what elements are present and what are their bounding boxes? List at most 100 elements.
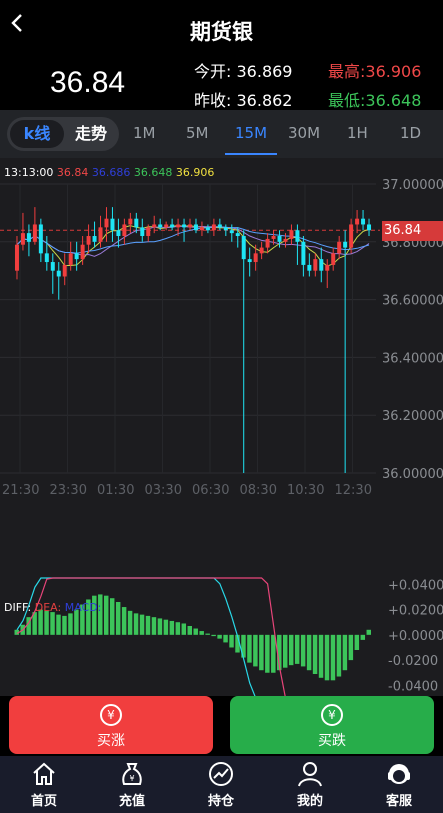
legend-diff: DIFF: [4,601,32,614]
macd-bar [133,613,139,635]
macd-bar [336,634,342,677]
candle-body [283,238,288,242]
macd-bar [342,634,348,671]
macd-bar [229,634,234,648]
nav-mine[interactable]: 我的 [266,756,354,813]
candle-body [56,270,61,277]
tab-trend[interactable]: 走势 [74,124,107,143]
candle-body [134,218,139,228]
info-time: 13:13:00 [4,166,54,179]
candle-body [241,236,246,260]
legend-dea: DEA: [34,601,62,614]
price-tick-label: 36.60000 [382,294,443,309]
macd-bar [62,615,67,635]
price-tick-label: 36.40000 [382,351,443,366]
macd-bar [139,614,145,635]
stat-prev-close: 昨收: 36.862 [194,91,293,110]
candle-body [32,224,37,242]
ma5-line [16,225,370,267]
time-tick-label: 06:30 [192,483,229,498]
time-tick-label: 23:30 [50,483,87,498]
macd-bar [330,634,336,681]
candle-body [26,233,31,242]
buy-up-label: 买涨 [97,733,125,749]
nav-home[interactable]: 首页 [0,756,88,813]
macd-bar [241,634,246,658]
period-5m[interactable]: 5M [186,124,209,142]
ma20-line [16,226,370,254]
tab-kline[interactable]: k线 [10,120,64,148]
candle-body [74,253,79,260]
macd-bar [193,628,198,635]
yen-coin-up-icon: ¥ [100,704,122,726]
macd-bar [145,615,151,635]
candle-body [319,259,324,271]
buy-down-button[interactable]: ¥ 买跌 [230,696,434,754]
candle-body [110,218,115,231]
buy-up-button[interactable]: ¥ 买涨 [9,696,213,754]
nav-positions[interactable]: 持仓 [177,756,265,813]
legend-macd: MACD: [64,601,102,614]
period-1h[interactable]: 1H [347,124,368,142]
candle-body [307,264,312,271]
kline-chart: 37.0000036.8000036.6000036.4000036.20000… [0,178,443,696]
nav-recharge[interactable]: ¥ 充值 [88,756,176,813]
macd-bar [74,609,79,635]
candle-body [92,236,97,242]
time-tick-label: 01:30 [97,483,134,498]
chart-tabs: k线 走势 1M 5M 15M 30M 1H 1D [0,110,443,158]
bottom-nav: 首页 ¥ 充值 持仓 我的 客服 [0,756,443,813]
macd-bar [169,620,175,635]
macd-bar [211,634,216,637]
period-1m[interactable]: 1M [133,124,156,142]
period-15m[interactable]: 15M [235,124,268,142]
current-price: 36.84 [50,66,126,99]
macd-bar [86,599,91,635]
candle-body [277,236,282,242]
period-30m[interactable]: 30M [288,124,321,142]
candle-body [140,227,145,237]
macd-bar [247,634,252,663]
macd-bar [26,617,31,635]
chevron-left-icon[interactable] [10,12,34,40]
macd-bar [32,612,37,635]
time-tick-label: 21:30 [2,483,39,498]
candle-body [253,253,258,263]
macd-bar [318,634,324,678]
candle-body [98,227,103,242]
macd-bar [348,634,354,661]
macd-bar [199,631,204,635]
macd-bar [259,634,264,671]
price-tick-label: 36.20000 [382,409,443,424]
macd-bar [115,602,121,635]
nav-service[interactable]: 客服 [355,756,443,813]
candle-body [313,259,318,271]
active-period-indicator [225,153,277,155]
stat-open: 今开: 36.869 [194,62,293,81]
candle-body [38,224,43,254]
macd-bar [253,634,258,667]
candle-body [331,253,336,265]
macd-bar [294,634,300,664]
info-close: 36.84 [56,166,89,179]
period-1d[interactable]: 1D [400,124,422,142]
candle-body [158,224,163,228]
candle-body [193,224,198,231]
macd-bar [68,613,73,635]
macd-bar [217,634,222,639]
candle-body [265,238,270,248]
macd-bar [235,634,240,653]
macd-bar [223,634,228,643]
macd-bar [283,634,288,668]
candle-body [325,264,330,271]
candle-body [259,247,264,254]
candle-body [68,253,73,265]
candle-body [188,224,193,228]
candle-body [62,264,67,277]
macd-legend: DIFF: DEA: MACD: [4,601,101,614]
candle-body [223,227,228,231]
macd-bar [44,610,49,635]
chart-area[interactable]: 37.00000 36.80000 36.60000 36.40000 36.20000… [0,158,443,696]
candle-body [104,218,109,228]
candle-body [343,241,348,248]
